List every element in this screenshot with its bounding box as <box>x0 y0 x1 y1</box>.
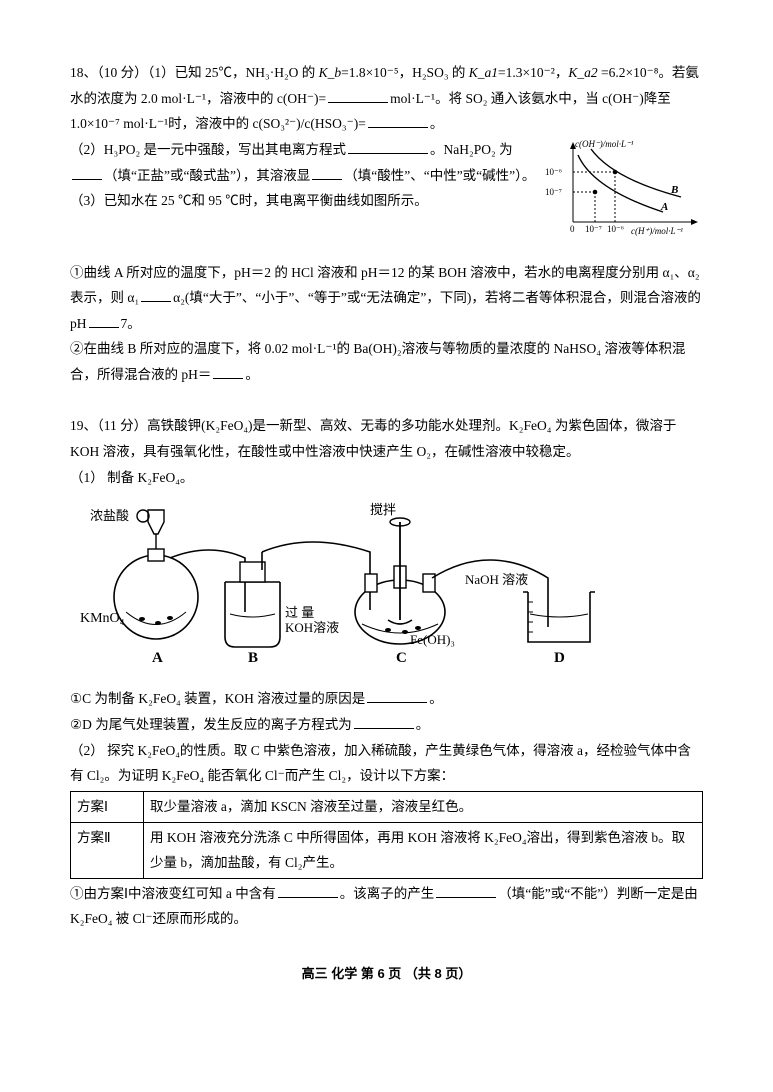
stir-label: 搅拌 <box>370 502 396 517</box>
graph-xtick-6: 10⁻⁶ <box>607 224 624 234</box>
blank-ratio[interactable] <box>368 114 428 129</box>
koh-label-2: KOH溶液 <box>285 620 339 635</box>
ionization-graph: c(OH⁻)/mol·L⁻¹ 10⁻⁶ 10⁻⁷ B A 0 10⁻⁷ 10⁻⁶… <box>543 137 703 256</box>
ratio-label: c(SO₃²⁻)/c(HSO₃⁻)= <box>253 116 366 131</box>
graph-xtick-7: 10⁻⁷ <box>585 224 602 234</box>
q19-p2-1b: 。该离子的产生 <box>340 886 435 901</box>
graph-xtick-0: 0 <box>570 224 575 234</box>
blank-coh[interactable] <box>328 88 388 103</box>
blank-acid[interactable] <box>312 165 342 180</box>
end1: 。 <box>430 116 444 131</box>
blank-ionize[interactable] <box>348 139 428 154</box>
label-d: D <box>554 650 565 666</box>
scheme1-label: 方案Ⅰ <box>71 791 144 822</box>
blank-ph7[interactable] <box>89 313 119 328</box>
q19-p2-1a: ①由方案Ⅰ中溶液变红可知 a 中含有 <box>70 886 276 901</box>
ka1-label: K_a1 <box>469 65 498 80</box>
blank-ion-eq[interactable] <box>354 714 414 729</box>
q19-p1-2b: 。 <box>416 717 430 732</box>
ka1-val: =1.3×10⁻²， <box>498 65 568 80</box>
unit1: mol·L⁻¹。将 SO₂ 通入该氨水中，当 <box>390 91 602 106</box>
q19-p1: （1） 制备 K₂FeO₄。 <box>70 465 703 491</box>
graph-xlabel: c(H⁺)/mol·L⁻¹ <box>631 226 683 236</box>
q18-p2c: （填“正盐”或“酸式盐”），其溶液显 <box>104 168 310 183</box>
q19-p2-1: ①由方案Ⅰ中溶液变红可知 a 中含有。该离子的产生（填“能”或“不能”）判断一定… <box>70 881 703 932</box>
graph-ytick-6: 10⁻⁶ <box>545 167 562 177</box>
coh-label: c(OH⁻)= <box>277 91 326 106</box>
q18-p2b: 。NaH₂PO₂ 为 <box>430 142 513 157</box>
graph-ytick-7: 10⁻⁷ <box>545 187 562 197</box>
table-row: 方案Ⅰ 取少量溶液 a，滴加 KSCN 溶液至过量，溶液呈红色。 <box>71 791 703 822</box>
scheme2-content: 用 KOH 溶液充分洗涤 C 中所得固体，再用 KOH 溶液将 K₂FeO₄溶出… <box>144 822 703 878</box>
table-row: 方案Ⅱ 用 KOH 溶液充分洗涤 C 中所得固体，再用 KOH 溶液将 K₂Fe… <box>71 822 703 878</box>
q19-num: 19、（11 分） <box>70 418 147 433</box>
graph-ylabel: c(OH⁻)/mol·L⁻¹ <box>575 139 634 149</box>
scheme2-label: 方案Ⅱ <box>71 822 144 878</box>
hcl-label: 浓盐酸 <box>90 508 129 523</box>
q19-intro-text: 高铁酸钾(K₂FeO₄)是一新型、高效、无毒的多功能水处理剂。K₂FeO₄ 为紫… <box>70 418 676 459</box>
q18-p4c: 7。 <box>121 316 141 331</box>
q19-p1-2a: ②D 为尾气处理装置，发生反应的离子方程式为 <box>70 717 352 732</box>
q19-intro: 19、（11 分）高铁酸钾(K₂FeO₄)是一新型、高效、无毒的多功能水处理剂。… <box>70 413 703 464</box>
q19-p1-1b: 。 <box>429 691 443 706</box>
q19-p1-1: ①C 为制备 K₂FeO₄ 装置，KOH 溶液过量的原因是 。 <box>70 686 703 712</box>
curve-b-label: B <box>670 184 678 196</box>
q18-p2d: （填“酸性”、“中性”或“碱性”）。 <box>344 168 535 183</box>
q18-p4: ①曲线 A 所对应的温度下，pH＝2 的 HCl 溶液和 pH＝12 的某 BO… <box>70 260 703 337</box>
page-footer: 高三 化学 第 6 页 （共 8 页） <box>70 962 703 987</box>
ka2-label: K_a2 <box>568 65 597 80</box>
blank-koh-reason[interactable] <box>367 689 427 704</box>
kb-label: K_b <box>319 65 342 80</box>
scheme-table: 方案Ⅰ 取少量溶液 a，滴加 KSCN 溶液至过量，溶液呈红色。 方案Ⅱ 用 K… <box>70 791 703 879</box>
q18-p5: ②在曲线 B 所对应的温度下，将 0.02 mol·L⁻¹的 Ba(OH)₂溶液… <box>70 336 703 387</box>
label-a: A <box>152 650 163 666</box>
label-c: C <box>396 650 407 666</box>
feoh3-label: Fe(OH)₃ <box>410 632 455 647</box>
q19-p2: （2） 探究 K₂FeO₄的性质。取 C 中紫色溶液，加入稀硫酸，产生黄绿色气体… <box>70 738 703 789</box>
koh-label-1: 过 量 <box>285 605 314 620</box>
q19-p1-1a: ①C 为制备 K₂FeO₄ 装置，KOH 溶液过量的原因是 <box>70 691 365 706</box>
kb-val: =1.8×10⁻⁵，H₂SO₃ 的 <box>341 65 469 80</box>
q19-p1-2: ②D 为尾气处理装置，发生反应的离子方程式为 。 <box>70 712 703 738</box>
blank-salt[interactable] <box>72 165 102 180</box>
scheme1-content: 取少量溶液 a，滴加 KSCN 溶液至过量，溶液呈红色。 <box>144 791 703 822</box>
q18-num: 18、（10 分） <box>70 65 148 80</box>
q18-p1: 18、（10 分）（1）已知 25℃，NH₃·H₂O 的 K_b=1.8×10⁻… <box>70 60 703 137</box>
label-b: B <box>248 650 258 666</box>
q18-p5b: 。 <box>245 367 259 382</box>
apparatus-diagram: 浓盐酸 KMnO₄ A 过 量 KOH溶液 B 搅拌 Fe(OH)₃ C NaO… <box>70 492 630 682</box>
blank-ion[interactable] <box>278 883 338 898</box>
curve-a-label: A <box>660 201 668 213</box>
naoh-label: NaOH 溶液 <box>465 572 528 587</box>
kmno4-label: KMnO₄ <box>80 611 125 626</box>
q18-p5a: ②在曲线 B 所对应的温度下，将 0.02 mol·L⁻¹的 Ba(OH)₂溶液… <box>70 341 685 382</box>
q18-p1a: （1）已知 25℃，NH₃·H₂O 的 <box>148 65 319 80</box>
q18-p2a: （2）H₃PO₂ 是一元中强酸，写出其电离方程式 <box>70 142 346 157</box>
blank-ph[interactable] <box>213 365 243 380</box>
blank-alpha[interactable] <box>141 288 171 303</box>
graph-svg: c(OH⁻)/mol·L⁻¹ 10⁻⁶ 10⁻⁷ B A 0 10⁻⁷ 10⁻⁶… <box>543 137 703 247</box>
blank-judge[interactable] <box>436 883 496 898</box>
